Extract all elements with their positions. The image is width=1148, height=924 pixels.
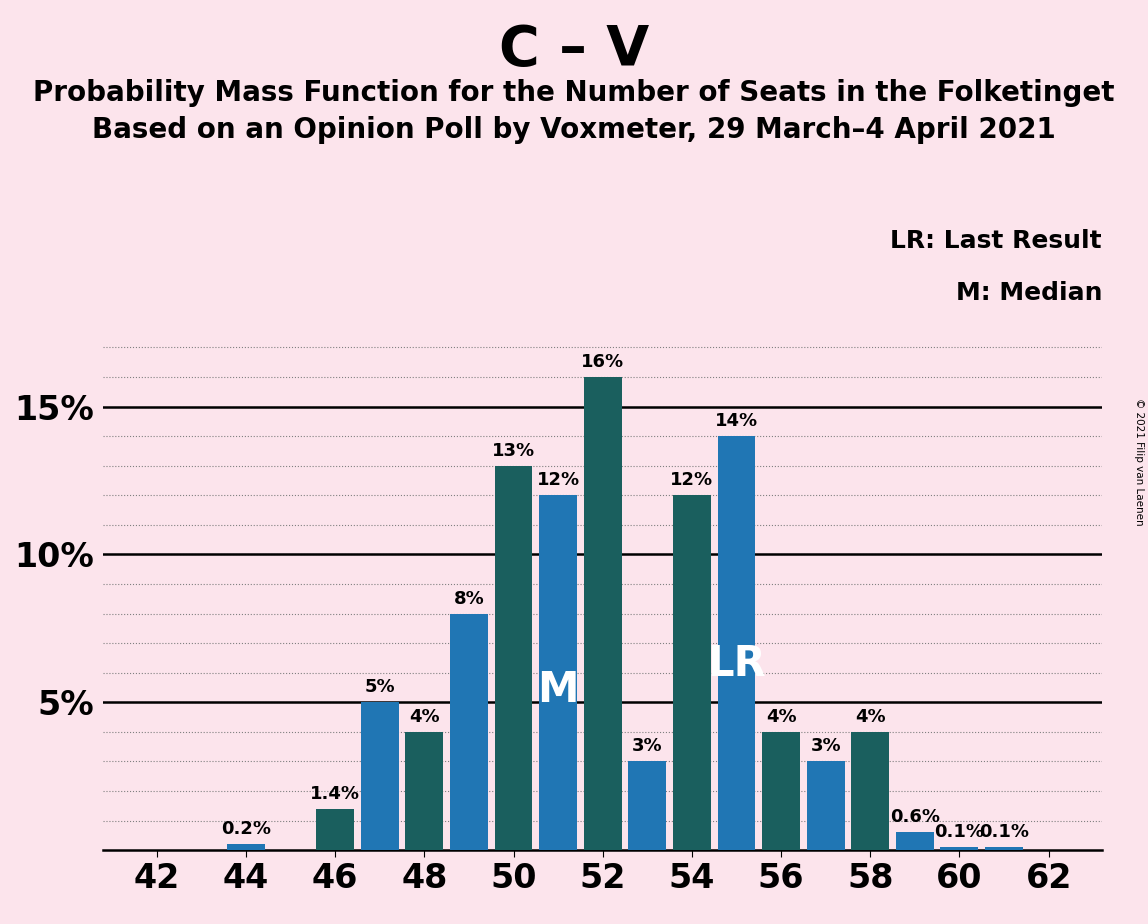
Bar — [852, 732, 890, 850]
Text: 0.1%: 0.1% — [979, 823, 1029, 841]
Text: 5%: 5% — [364, 678, 395, 697]
Text: 12%: 12% — [670, 471, 713, 490]
Text: LR: Last Result: LR: Last Result — [891, 229, 1102, 253]
Bar — [360, 702, 398, 850]
Text: 1.4%: 1.4% — [310, 784, 360, 803]
Bar — [762, 732, 800, 850]
Text: M: Median: M: Median — [955, 281, 1102, 305]
Bar — [940, 847, 978, 850]
Text: 0.1%: 0.1% — [934, 823, 984, 841]
Bar — [405, 732, 443, 850]
Bar — [895, 833, 933, 850]
Bar — [227, 845, 265, 850]
Text: Probability Mass Function for the Number of Seats in the Folketinget: Probability Mass Function for the Number… — [33, 79, 1115, 106]
Text: 8%: 8% — [453, 590, 484, 608]
Bar — [540, 495, 577, 850]
Text: C – V: C – V — [499, 23, 649, 77]
Text: Based on an Opinion Poll by Voxmeter, 29 March–4 April 2021: Based on an Opinion Poll by Voxmeter, 29… — [92, 116, 1056, 143]
Text: 14%: 14% — [715, 412, 758, 431]
Text: 13%: 13% — [492, 442, 535, 460]
Text: 12%: 12% — [536, 471, 580, 490]
Text: 4%: 4% — [409, 708, 440, 726]
Text: 3%: 3% — [633, 737, 662, 756]
Bar — [673, 495, 711, 850]
Text: 3%: 3% — [810, 737, 841, 756]
Text: 0.2%: 0.2% — [222, 821, 271, 838]
Bar — [316, 808, 354, 850]
Bar — [807, 761, 845, 850]
Text: 4%: 4% — [855, 708, 885, 726]
Bar — [985, 847, 1023, 850]
Text: 16%: 16% — [581, 353, 625, 371]
Text: 4%: 4% — [766, 708, 797, 726]
Bar — [495, 466, 533, 850]
Text: LR: LR — [707, 643, 766, 685]
Text: © 2021 Filip van Laenen: © 2021 Filip van Laenen — [1134, 398, 1143, 526]
Bar — [718, 436, 755, 850]
Bar — [583, 377, 622, 850]
Bar — [628, 761, 666, 850]
Text: M: M — [537, 669, 579, 711]
Text: 0.6%: 0.6% — [890, 808, 940, 826]
Bar — [450, 614, 488, 850]
